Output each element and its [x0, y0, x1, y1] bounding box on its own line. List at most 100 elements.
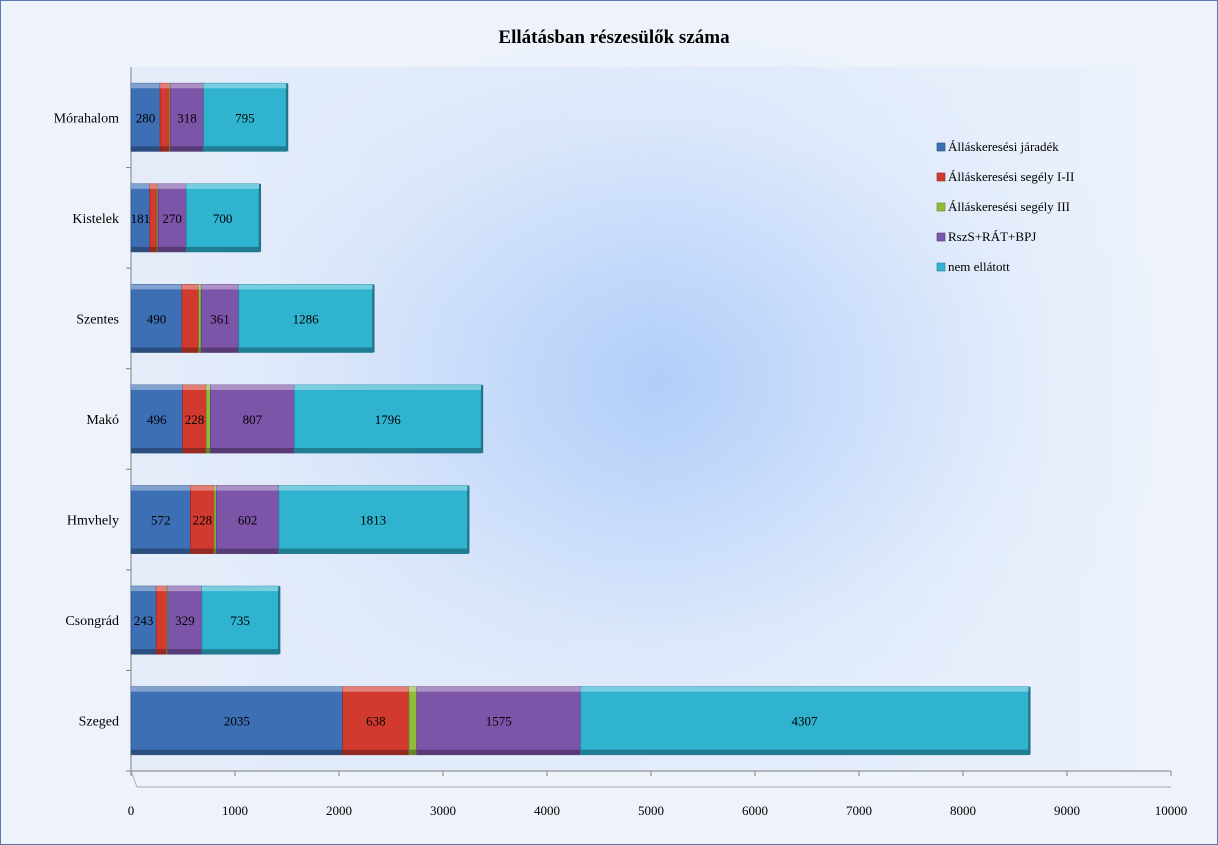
bar-segment-top — [157, 183, 159, 189]
data-label: 638 — [366, 714, 386, 729]
bar-segment — [185, 183, 260, 253]
bar-segment-top — [158, 183, 187, 189]
bar-segment-bottom — [278, 548, 468, 554]
data-label: 228 — [185, 412, 205, 427]
data-label: 795 — [235, 110, 255, 125]
bar-segment — [130, 485, 191, 554]
bar-segment — [215, 485, 280, 554]
data-label: 572 — [151, 513, 171, 528]
x-tick-label: 3000 — [430, 803, 456, 818]
bar-segment-top — [166, 586, 168, 592]
bar-segment-top — [214, 485, 217, 491]
data-label: 329 — [175, 613, 195, 628]
bar-segment — [157, 183, 187, 253]
bar-segment-top — [170, 83, 204, 89]
bar-segment — [408, 686, 418, 756]
bar-segment-bottom — [186, 246, 260, 252]
bar-segment — [580, 686, 1029, 756]
legend-label: Álláskeresési segély I-II — [948, 169, 1074, 184]
bar-segment-bottom — [160, 146, 170, 152]
bar-segment — [181, 284, 200, 353]
data-label: 735 — [230, 613, 250, 628]
x-tick-label: 8000 — [950, 803, 976, 818]
bar-segment-bottom — [182, 448, 207, 453]
bar-segment-bottom — [203, 146, 287, 152]
legend-label: RszS+RÁT+BPJ — [948, 229, 1036, 244]
bar-end-cap — [372, 284, 375, 353]
bar-segment-top — [206, 385, 211, 390]
legend: Álláskeresési járadék Álláskeresési segél… — [936, 139, 1074, 274]
data-label: 807 — [243, 412, 263, 427]
bar-segment — [159, 82, 170, 152]
chart-title: Ellátásban részesülők száma — [498, 27, 730, 48]
bar-segment-bottom — [214, 548, 217, 554]
bar-segment — [167, 585, 203, 655]
legend-swatch — [936, 262, 946, 272]
x-tick-label: 0 — [128, 803, 135, 818]
bar-segment-bottom — [158, 246, 187, 252]
bar-segment-bottom — [201, 649, 279, 655]
bar-end-cap — [286, 83, 289, 152]
data-label: 318 — [177, 110, 197, 125]
legend-swatch — [936, 172, 946, 182]
data-label: 4307 — [792, 714, 819, 729]
bar-end-cap — [481, 385, 484, 453]
bar-segment-bottom — [157, 246, 159, 252]
bar-segment-top — [131, 183, 150, 189]
bar-end-cap — [259, 183, 262, 252]
bar-segment-bottom — [131, 749, 343, 755]
bar-segment-bottom — [167, 649, 202, 655]
bar-segment-bottom — [210, 448, 295, 453]
category-label: Kistelek — [72, 212, 119, 227]
bar-segment-top — [342, 686, 409, 692]
bar-segment-top — [156, 586, 167, 592]
data-label: 700 — [213, 211, 233, 226]
bar-segment-top — [198, 284, 202, 290]
bar-segment-top — [238, 284, 373, 290]
legend-label: Álláskeresési járadék — [948, 139, 1059, 154]
data-label: 228 — [193, 513, 213, 528]
x-tick-label: 7000 — [846, 803, 872, 818]
bar-end-cap — [467, 485, 470, 554]
bar-segment-top — [408, 686, 417, 692]
x-tick-label: 5000 — [638, 803, 664, 818]
bar-segment-bottom — [149, 246, 158, 252]
bar-segment-top — [149, 183, 158, 189]
bar-segment-bottom — [342, 749, 409, 755]
bar-segment-top — [131, 485, 191, 491]
category-label: Szeged — [79, 715, 119, 730]
bar-segment-top — [190, 485, 215, 491]
bar-segment-top — [210, 385, 295, 390]
bar-segment — [149, 183, 158, 253]
plot-area: 0 1000 2000 3000 4000 5000 6000 7000 8000 9000 100… — [54, 67, 1188, 818]
data-label: 1813 — [360, 513, 386, 528]
bar-segment-bottom — [131, 548, 191, 554]
bar-segment-bottom — [169, 146, 171, 152]
floor-edge — [130, 770, 138, 788]
x-tick-label: 6000 — [742, 803, 768, 818]
x-tick-label: 10000 — [1155, 803, 1188, 818]
bar-segment — [130, 585, 157, 655]
bar-segment — [416, 686, 581, 756]
bar-segment — [130, 686, 344, 756]
data-label: 1796 — [375, 412, 402, 427]
bar-segment-bottom — [131, 146, 161, 152]
data-label: 602 — [238, 513, 258, 528]
legend-label: nem ellátott — [948, 259, 1010, 274]
data-label: 243 — [134, 613, 154, 628]
legend-swatch — [936, 142, 946, 152]
bar-segment — [293, 384, 482, 454]
bar-segment-top — [169, 83, 171, 89]
bar-segment-bottom — [156, 649, 167, 655]
bar-segment-bottom — [294, 448, 482, 453]
bar-segment-bottom — [580, 749, 1029, 755]
bar-segment-bottom — [131, 649, 157, 655]
bar-end-cap — [1028, 686, 1031, 755]
category-label: Csongrád — [65, 614, 119, 629]
bar-segment-bottom — [201, 347, 239, 353]
category-label: Hmvhely — [67, 514, 119, 529]
data-label: 1575 — [486, 714, 512, 729]
category-label: Makó — [86, 413, 119, 428]
